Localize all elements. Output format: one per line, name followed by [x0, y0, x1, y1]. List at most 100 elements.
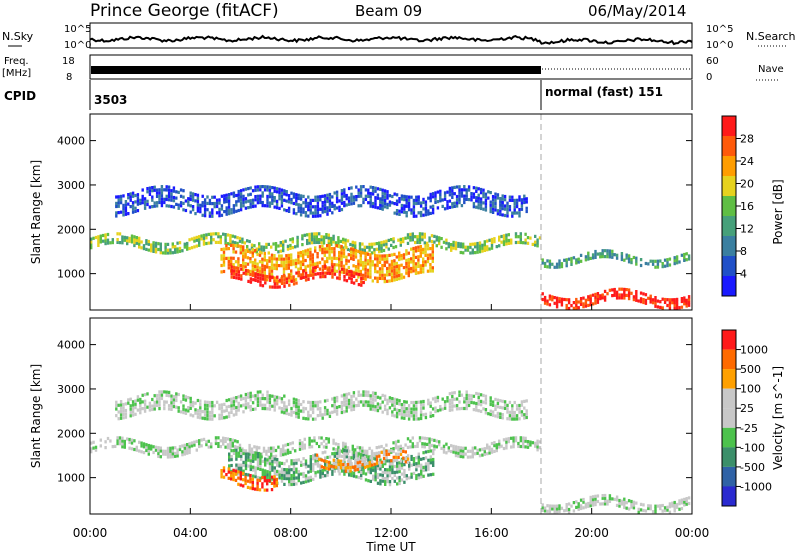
heatmap-cell [508, 417, 512, 421]
heatmap-cell [675, 502, 679, 507]
heatmap-cell [340, 251, 343, 255]
heatmap-cell [427, 461, 430, 465]
heatmap-cell [299, 250, 302, 255]
heatmap-cell [383, 263, 386, 268]
heatmap-cell [475, 408, 478, 412]
heatmap-cell [258, 242, 261, 246]
heatmap-cell [214, 232, 218, 236]
heatmap-cell [374, 199, 377, 203]
heatmap-cell [395, 401, 399, 405]
heatmap-cell [188, 448, 191, 452]
heatmap-cell [359, 191, 363, 195]
heatmap-cell [366, 268, 370, 272]
heatmap-cell [256, 262, 259, 266]
heatmap-cell [212, 238, 215, 242]
heatmap-cell [299, 263, 302, 267]
heatmap-cell [288, 468, 291, 472]
heatmap-cell [304, 211, 308, 215]
heatmap-cell [205, 233, 208, 237]
heatmap-cell [524, 241, 527, 245]
heatmap-cell [254, 198, 257, 202]
heatmap-cell [451, 195, 454, 199]
heatmap-cell [555, 302, 559, 306]
heatmap-cell [388, 200, 392, 204]
heatmap-cell [366, 245, 369, 249]
heatmap-cell [390, 275, 394, 279]
heatmap-cell [379, 200, 382, 204]
heatmap-cell [328, 253, 331, 257]
heatmap-cell [355, 475, 358, 479]
heatmap-cell [398, 251, 401, 255]
heatmap-cell [332, 237, 335, 241]
heatmap-cell [306, 254, 310, 259]
heatmap-cell [207, 445, 210, 449]
heatmap-cell [422, 457, 425, 461]
heatmap-cell [290, 259, 293, 263]
heatmap-cell [393, 202, 396, 206]
heatmap-cell [316, 198, 320, 202]
heatmap-cell [285, 280, 289, 285]
heatmap-cell [678, 499, 681, 503]
xtick-label: 20:00 [574, 526, 609, 540]
heatmap-cell [462, 455, 465, 459]
heatmap-cell [386, 471, 389, 475]
heatmap-cell [164, 248, 167, 252]
heatmap-cell [355, 272, 358, 276]
heatmap-cell [344, 466, 347, 470]
heatmap-cell [405, 407, 408, 411]
heatmap-cell [459, 242, 462, 246]
heatmap-cell [465, 400, 468, 404]
heatmap-cell [608, 288, 612, 292]
heatmap-cell [452, 240, 455, 244]
heatmap-cell [376, 409, 380, 413]
heatmap-cell [475, 186, 478, 190]
heatmap-cell [475, 196, 478, 200]
heatmap-cell [454, 454, 458, 458]
heatmap-cell [294, 449, 297, 453]
heatmap-cell [429, 196, 432, 200]
heatmap-cell [225, 209, 228, 213]
heatmap-cell [469, 251, 472, 255]
heatmap-cell [393, 404, 396, 408]
heatmap-cell [302, 210, 305, 214]
heatmap-cell [217, 436, 220, 440]
heatmap-cell [567, 507, 571, 512]
heatmap-cell [194, 401, 197, 405]
heatmap-cell [175, 405, 178, 409]
heatmap-cell [234, 472, 238, 476]
heatmap-cell [386, 254, 389, 258]
heatmap-cell [128, 440, 131, 444]
heatmap-cell [435, 235, 438, 239]
heatmap-cell [371, 398, 375, 402]
heatmap-cell [403, 413, 406, 417]
heatmap-cell [386, 402, 389, 406]
heatmap-cell [623, 296, 626, 300]
heatmap-cell [407, 264, 410, 268]
heatmap-cell [392, 240, 395, 244]
heatmap-cell [309, 208, 312, 212]
heatmap-cell [167, 185, 171, 189]
heatmap-cell [283, 274, 286, 278]
heatmap-cell [442, 444, 446, 448]
heatmap-cell [334, 442, 338, 446]
heatmap-cell [271, 462, 274, 466]
heatmap-cell [390, 243, 393, 247]
heatmap-cell [256, 397, 260, 401]
heatmap-cell [483, 246, 486, 250]
heatmap-cell [128, 236, 131, 240]
heatmap-cell [515, 414, 519, 418]
heatmap-cell [639, 258, 643, 262]
heatmap-cell [347, 392, 351, 396]
heatmap-cell [139, 401, 142, 405]
heatmap-cell [119, 416, 123, 420]
heatmap-cell [603, 298, 607, 302]
heatmap-cell [369, 191, 372, 196]
heatmap-cell [232, 474, 235, 479]
heatmap-cell [167, 191, 171, 196]
heatmap-cell [409, 232, 412, 236]
heatmap-cell [290, 191, 293, 195]
heatmap-cell [275, 399, 279, 403]
heatmap-cell [337, 443, 340, 447]
heatmap-cell [494, 195, 497, 199]
heatmap-cell [591, 253, 595, 257]
